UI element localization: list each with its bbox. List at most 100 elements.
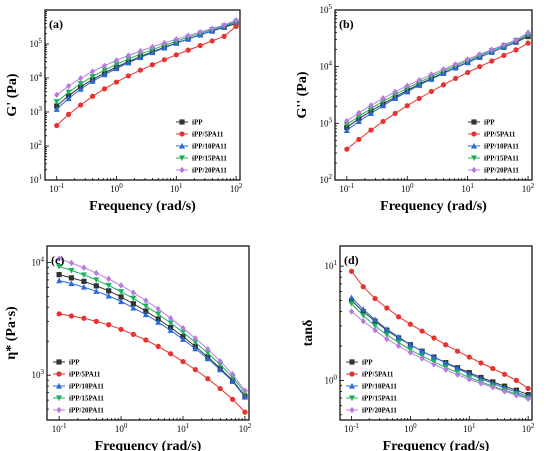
x-axis-title: Frequency (rad/s) (383, 439, 490, 451)
x-axis-title: Frequency (rad/s) (380, 199, 487, 214)
legend-label: iPP (362, 359, 373, 367)
chart-panel-0: 10-1 100 101 102 101 102 103 104 105 iPP iPP/5PA11… (5, 9, 243, 214)
data-point (356, 136, 362, 143)
data-point (101, 62, 108, 69)
legend-label: iPP/5PA11 (484, 131, 516, 139)
series-line (56, 26, 237, 126)
data-point (65, 111, 72, 117)
data-point (53, 99, 60, 105)
data-point (130, 331, 136, 337)
data-point (180, 358, 186, 365)
legend-label: iPP (192, 119, 203, 127)
legend-marker (56, 359, 62, 365)
data-point (192, 345, 199, 352)
data-point (68, 259, 75, 267)
data-point (428, 71, 434, 78)
data-point (229, 396, 236, 402)
data-point (167, 327, 174, 333)
data-point (407, 321, 413, 327)
data-point (155, 311, 162, 318)
data-point (105, 282, 112, 289)
data-point (101, 86, 108, 92)
data-point (118, 289, 125, 295)
series-iPP/5PA11 (54, 23, 239, 129)
data-point (407, 341, 414, 348)
x-tick-label: 10-1 (339, 182, 354, 194)
data-point (465, 56, 471, 63)
legend-marker (471, 119, 477, 125)
data-point (229, 370, 236, 378)
data-point (173, 52, 179, 58)
data-point (80, 283, 87, 290)
data-point (396, 314, 402, 320)
data-point (513, 392, 519, 399)
data-point (142, 311, 149, 318)
data-point (155, 319, 162, 325)
legend-label: iPP/15PA11 (192, 155, 227, 163)
series-iPP/5PA11 (344, 40, 531, 152)
data-point (130, 304, 137, 311)
legend-label: iPP/15PA11 (69, 395, 104, 403)
legend-marker (56, 395, 62, 402)
data-point (77, 86, 84, 92)
series-iPP/20PA11 (54, 17, 239, 99)
data-point (360, 312, 367, 319)
series-line (351, 303, 529, 399)
y-tick-label: 104 (32, 255, 45, 267)
data-point (490, 365, 496, 372)
data-point (431, 335, 437, 341)
data-point (197, 28, 203, 36)
data-point (130, 301, 136, 307)
data-point (221, 33, 227, 39)
data-point (513, 47, 519, 53)
data-point (65, 95, 72, 102)
data-point (89, 93, 96, 99)
data-point (477, 51, 483, 58)
data-point (113, 65, 120, 72)
data-point (348, 294, 355, 301)
data-point (168, 315, 174, 322)
data-point (209, 25, 215, 32)
legend-label: iPP/20PA11 (362, 407, 397, 415)
data-point (217, 385, 223, 392)
y-tick-label: 104 (320, 60, 333, 72)
data-point (137, 47, 144, 55)
x-tick-label: 10-1 (49, 182, 64, 194)
data-point (348, 268, 355, 274)
data-point (68, 280, 75, 287)
data-point (155, 316, 161, 322)
data-point (221, 21, 227, 29)
data-point (168, 351, 174, 357)
series-iPP (56, 272, 248, 399)
y-axis-title: G' (Pa) (5, 73, 20, 116)
legend-marker (349, 371, 355, 377)
x-tick-label: 102 (522, 182, 535, 194)
legend-marker (56, 406, 62, 414)
legend-label: iPP (484, 119, 495, 127)
x-tick-label: 10-1 (52, 422, 67, 434)
series-iPP/20PA11 (56, 255, 248, 394)
data-point (125, 56, 132, 63)
data-point (392, 88, 398, 96)
data-point (348, 300, 355, 307)
legend: iPP iPP/5PA11 iPP/10PA11 iPP/15PA11 iPP/20PA… (346, 359, 397, 415)
plot-frame (46, 245, 250, 421)
data-point (344, 146, 350, 152)
legend-marker (471, 142, 477, 149)
panel-label: (a) (49, 17, 63, 31)
data-point (56, 272, 62, 278)
legend-marker (349, 382, 355, 389)
data-point (93, 283, 99, 289)
data-point (118, 294, 124, 300)
data-point (466, 354, 472, 360)
legend-label: iPP/20PA11 (484, 167, 519, 175)
data-point (180, 324, 186, 332)
series-line (346, 42, 529, 150)
data-point (106, 275, 112, 283)
data-point (502, 388, 508, 395)
data-point (442, 359, 449, 366)
data-point (118, 326, 124, 332)
y-axis-title: tanδ (301, 320, 316, 347)
x-tick-label: 102 (522, 422, 535, 434)
